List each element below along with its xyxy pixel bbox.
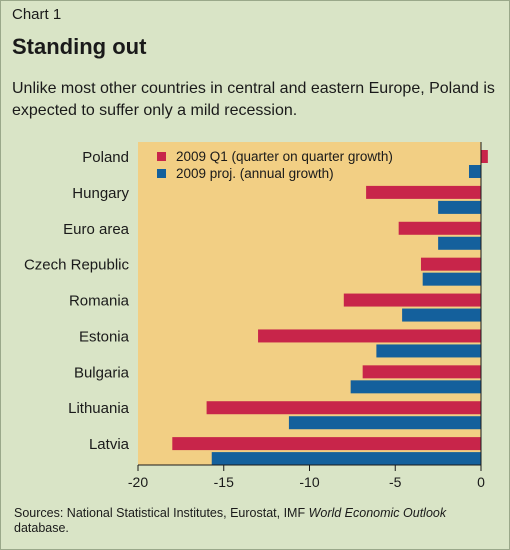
x-tick-label: -15 (214, 474, 234, 490)
bar-2009-proj (288, 416, 481, 430)
source-suffix: database. (14, 521, 69, 535)
bar-2009-proj (350, 380, 481, 394)
bar-2009-proj (211, 452, 481, 466)
bar-2009-q1 (362, 365, 481, 379)
bar-2009-q1 (481, 150, 488, 163)
bar-2009-proj (422, 272, 481, 286)
bar-2009-q1 (343, 293, 481, 307)
x-tick-label: -10 (299, 474, 319, 490)
bar-2009-proj (438, 200, 481, 214)
chart-subtitle: Unlike most other countries in central a… (12, 80, 495, 119)
x-tick-label: -20 (128, 474, 148, 490)
bar-2009-q1 (206, 401, 481, 415)
bar-2009-q1 (366, 185, 481, 199)
legend-swatch-q1 (157, 152, 166, 161)
category-label: Romania (69, 293, 130, 310)
category-label: Czech Republic (24, 257, 130, 274)
bar-2009-q1 (398, 221, 481, 235)
bar-2009-q1 (172, 437, 482, 451)
category-label: Euro area (63, 221, 130, 238)
bar-2009-q1 (258, 329, 481, 343)
source-note: Sources: National Statistical Institutes… (14, 506, 494, 536)
bar-2009-proj (376, 344, 481, 358)
legend-swatch-proj (157, 169, 166, 178)
category-label: Estonia (79, 328, 130, 345)
category-label: Hungary (72, 185, 129, 202)
source-publication: World Economic Outlook (308, 506, 447, 520)
bar-2009-proj (402, 308, 481, 322)
x-tick-label: 0 (477, 474, 485, 490)
bar-2009-q1 (420, 257, 481, 271)
chart-title: Standing out (12, 34, 147, 59)
category-label: Poland (82, 149, 129, 166)
bar-2009-proj (438, 236, 481, 250)
category-label: Bulgaria (74, 364, 130, 381)
x-tick-label: -5 (389, 474, 402, 490)
category-label: Latvia (89, 436, 130, 453)
bar-chart: Poland Hungary Euro area Czech Republic Roma… (24, 142, 488, 490)
bar-2009-proj (468, 165, 481, 178)
category-label: Lithuania (68, 400, 130, 417)
chart-number: Chart 1 (12, 6, 62, 23)
source-prefix: Sources: National Statistical Institutes… (14, 506, 309, 520)
legend-label: 2009 Q1 (quarter on quarter growth) (176, 149, 393, 164)
legend-label: 2009 proj. (annual growth) (176, 166, 334, 181)
